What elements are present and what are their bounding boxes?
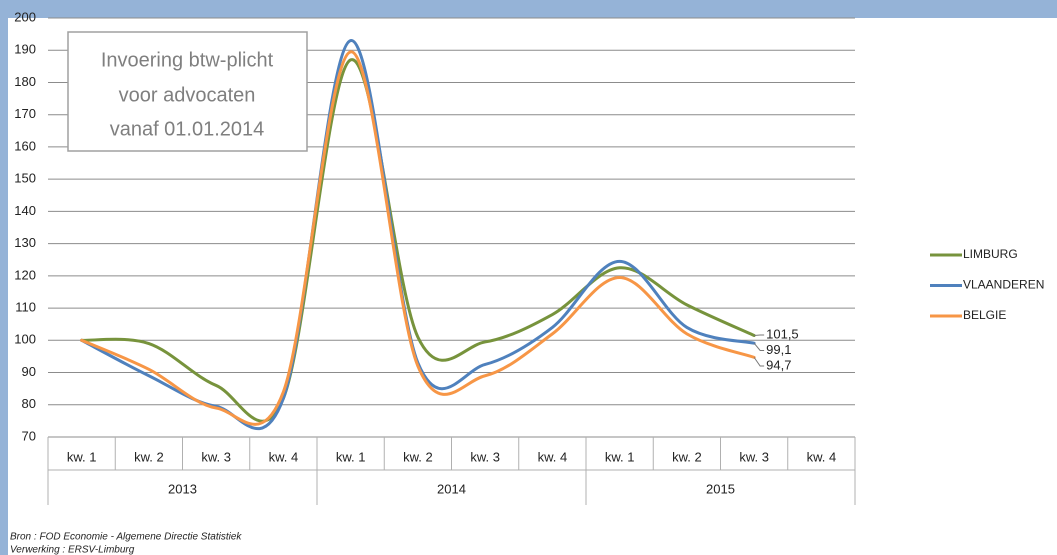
y-tick-label: 170 — [14, 106, 36, 121]
legend-label: VLAANDEREN — [963, 278, 1044, 292]
x-tick-label: kw. 3 — [739, 449, 769, 464]
legend-label: BELGIE — [963, 308, 1006, 322]
legend-label: LIMBURG — [963, 247, 1018, 261]
y-tick-label: 160 — [14, 138, 36, 153]
x-tick-label: kw. 4 — [807, 449, 837, 464]
y-tick-label: 100 — [14, 332, 36, 347]
y-tick-label: 120 — [14, 267, 36, 282]
y-tick-label: 130 — [14, 235, 36, 250]
x-tick-label: kw. 2 — [672, 449, 702, 464]
annotation-box — [67, 31, 308, 152]
x-tick-label: kw. 1 — [67, 449, 97, 464]
annotation: voor advocaten — [119, 84, 256, 106]
y-tick-label: 140 — [14, 203, 36, 218]
x-tick-label: kw. 3 — [201, 449, 231, 464]
y-tick-label: 190 — [14, 42, 36, 57]
data-label: 99,1 — [766, 342, 791, 357]
leader-line — [753, 342, 765, 351]
x-tick-label: kw. 2 — [403, 449, 433, 464]
footnote: Verwerking : ERSV-Limburg — [10, 545, 135, 555]
y-tick-label: 70 — [22, 428, 36, 443]
x-tick-label: kw. 4 — [269, 449, 299, 464]
x-tick-label: kw. 3 — [470, 449, 500, 464]
leader-line — [753, 357, 765, 367]
series-line — [80, 50, 756, 426]
y-tick-label: 180 — [14, 74, 36, 89]
y-tick-label: 80 — [22, 396, 36, 411]
x-group-label: 2015 — [706, 481, 735, 496]
x-tick-label: kw. 1 — [605, 449, 635, 464]
y-tick-label: 150 — [14, 171, 36, 186]
x-group-label: 2013 — [168, 481, 197, 496]
y-tick-label: 200 — [14, 9, 36, 24]
x-tick-label: kw. 4 — [538, 449, 568, 464]
annotation: Invoering btw-plicht — [101, 49, 274, 71]
y-tick-label: 90 — [22, 364, 36, 379]
x-tick-label: kw. 1 — [336, 449, 366, 464]
data-label: 101,5 — [766, 326, 799, 341]
data-label: 94,7 — [766, 357, 791, 372]
x-tick-label: kw. 2 — [134, 449, 164, 464]
annotation: vanaf 01.01.2014 — [110, 118, 265, 140]
x-group-label: 2014 — [437, 481, 466, 496]
footnote: Bron : FOD Economie - Algemene Directie … — [10, 532, 242, 543]
y-tick-label: 110 — [15, 300, 36, 315]
